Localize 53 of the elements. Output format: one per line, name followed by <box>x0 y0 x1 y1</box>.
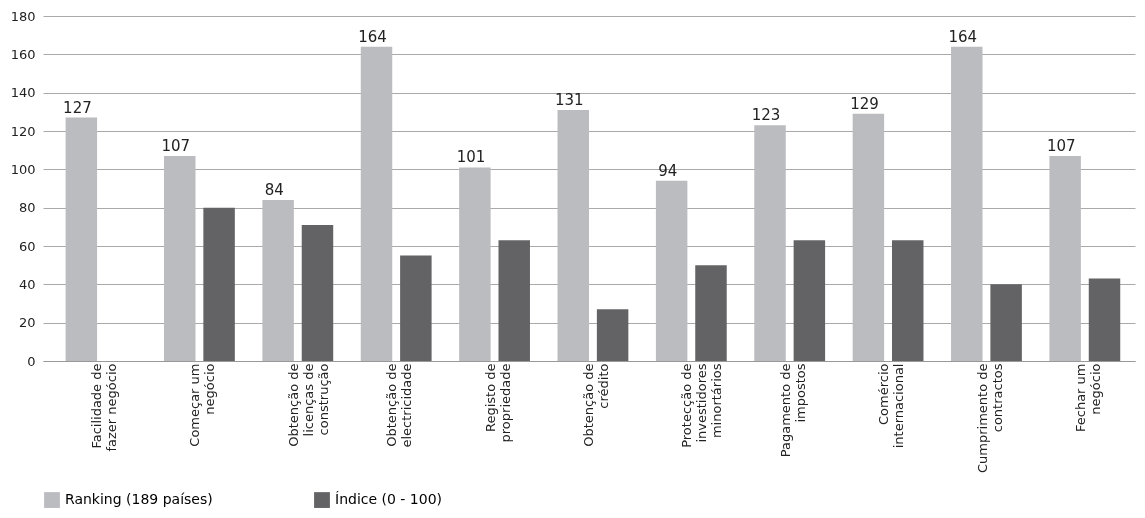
bar <box>360 46 393 361</box>
bar <box>400 255 432 361</box>
y-tick-label: 0 <box>27 353 36 369</box>
bar <box>695 265 727 361</box>
data-label: 107 <box>1046 136 1076 155</box>
data-label: 131 <box>555 90 584 109</box>
x-tick-label: Pagamento de impostos <box>777 363 808 458</box>
data-label: 101 <box>456 148 486 167</box>
bar <box>754 125 786 361</box>
data-label: 107 <box>161 136 191 155</box>
bar <box>793 240 826 361</box>
y-tick-label: 20 <box>18 315 36 331</box>
y-tick-label: 40 <box>18 276 36 292</box>
x-tick-label: Obtenção de crédito <box>581 363 611 447</box>
bar <box>65 117 98 361</box>
bar <box>203 207 235 361</box>
bar <box>1049 155 1081 361</box>
y-tick-label: 120 <box>10 123 36 139</box>
data-label: 164 <box>358 27 387 46</box>
data-label: 127 <box>63 98 92 117</box>
x-tick-label: Obtenção de licenças de construção <box>285 363 331 447</box>
bar <box>951 46 983 361</box>
bar <box>655 180 688 361</box>
x-tick-label: Começar um negócio <box>187 363 218 447</box>
x-tick-label: Registo de propriedade <box>482 363 513 443</box>
legend-label: Índice (0 - 100) <box>335 491 443 508</box>
data-label: 129 <box>850 94 879 113</box>
data-label: 94 <box>658 161 678 180</box>
bar <box>498 240 530 361</box>
bar <box>1088 278 1121 361</box>
bar <box>262 200 294 361</box>
x-tick-label: Facilidade de fazer negócio <box>89 363 120 452</box>
x-tick-label: Protecção de investidores minortários <box>679 363 725 448</box>
bar <box>459 167 491 361</box>
bar <box>164 155 196 361</box>
data-label: 84 <box>264 181 284 199</box>
legend-label: Ranking (189 países) <box>65 491 213 508</box>
bar <box>852 113 885 361</box>
bar <box>301 224 334 361</box>
bar <box>596 309 629 361</box>
bar <box>990 284 1022 361</box>
bar <box>557 109 589 361</box>
y-tick-label: 160 <box>10 46 36 62</box>
y-tick-label: 140 <box>10 85 36 101</box>
y-tick-label: 60 <box>18 238 36 254</box>
y-tick-label: 180 <box>10 8 36 24</box>
data-label: 123 <box>751 106 781 125</box>
x-tick-label: Cumprimento de contractos <box>974 363 1005 474</box>
y-tick-label: 100 <box>10 161 36 177</box>
y-tick-label: 80 <box>18 200 36 216</box>
bar <box>892 240 924 361</box>
data-label: 164 <box>948 27 978 46</box>
x-tick-label: Fechar um negócio <box>1072 363 1103 432</box>
